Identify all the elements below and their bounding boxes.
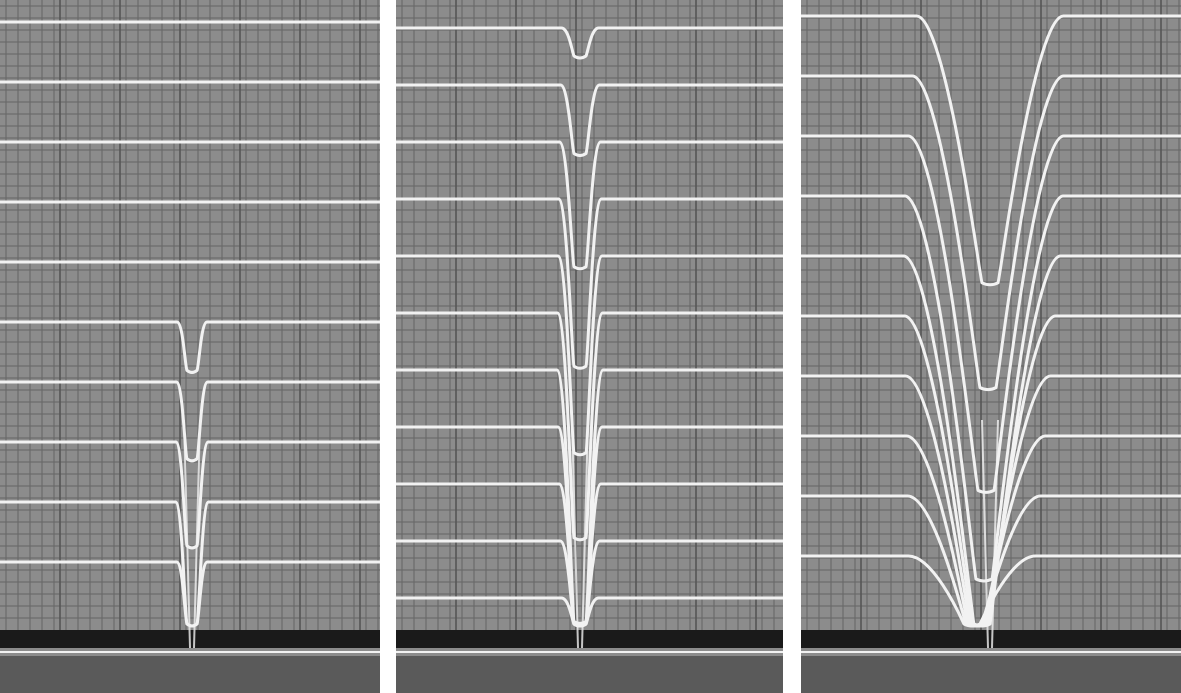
trace-group <box>801 14 1181 628</box>
trace-7 <box>0 380 380 463</box>
bottom-noise-band <box>801 656 1181 693</box>
trace-10 <box>0 560 380 628</box>
bottom-noise-band <box>396 656 783 693</box>
bottom-band <box>396 630 783 648</box>
trace-group <box>0 20 380 628</box>
graticule-grid <box>801 0 1181 630</box>
trace-1 <box>801 14 1181 287</box>
trace-3 <box>801 134 1181 494</box>
trace-convergence <box>183 419 201 649</box>
trace-plot-left <box>0 0 380 693</box>
trace-1 <box>396 26 783 60</box>
oscilloscope-panel-middle <box>396 0 783 693</box>
trace-6 <box>0 320 380 374</box>
graticule-grid <box>396 0 783 630</box>
trace-2 <box>396 83 783 158</box>
trace-5 <box>396 254 783 457</box>
bottom-band <box>801 630 1181 648</box>
trace-plot-middle <box>396 0 783 693</box>
trace-7 <box>396 368 783 625</box>
trace-plot-right <box>801 0 1181 693</box>
oscilloscope-panel-left <box>0 0 380 693</box>
trace-10 <box>801 554 1181 628</box>
trace-6 <box>396 311 783 542</box>
bottom-noise-band <box>0 656 380 693</box>
trace-group <box>396 26 783 628</box>
trace-11 <box>396 596 783 628</box>
graticule-major <box>455 0 757 630</box>
trace-convergence <box>571 419 589 649</box>
trace-4 <box>801 194 1181 583</box>
oscilloscope-panel-right <box>801 0 1181 693</box>
panel-background <box>0 0 380 693</box>
trace-convergence <box>981 419 999 649</box>
trace-4 <box>396 197 783 370</box>
trace-8 <box>0 440 380 550</box>
trace-3 <box>396 140 783 271</box>
trace-2 <box>801 74 1181 392</box>
